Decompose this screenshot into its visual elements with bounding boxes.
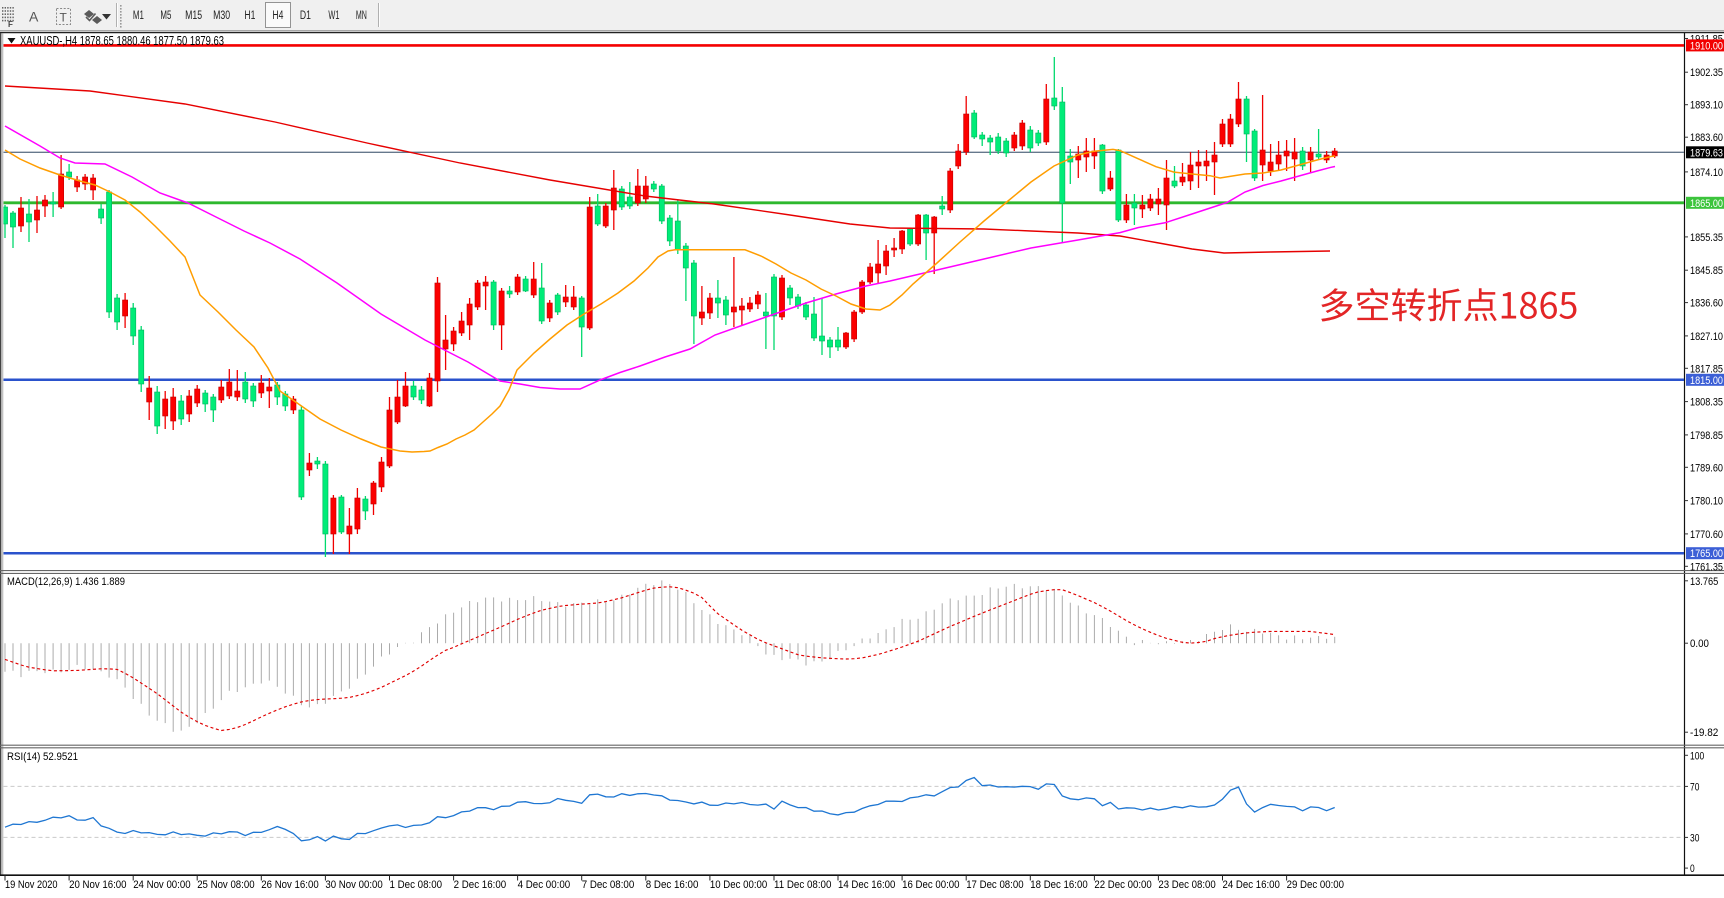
svg-text:1765.00: 1765.00 xyxy=(1690,548,1723,560)
svg-text:26 Nov 16:00: 26 Nov 16:00 xyxy=(261,879,318,891)
svg-text:1910.00: 1910.00 xyxy=(1690,40,1723,52)
svg-text:20 Nov 16:00: 20 Nov 16:00 xyxy=(69,879,126,891)
svg-text:1 Dec 08:00: 1 Dec 08:00 xyxy=(390,879,443,891)
svg-text:1879.63: 1879.63 xyxy=(1690,147,1723,159)
svg-text:1827.10: 1827.10 xyxy=(1690,331,1723,343)
svg-text:F: F xyxy=(8,20,13,29)
svg-text:14 Dec 16:00: 14 Dec 16:00 xyxy=(838,879,895,891)
svg-text:XAUUSD-,H4 1878.65 1880.46 18: XAUUSD-,H4 1878.65 1880.46 1877.50 1879.… xyxy=(20,34,224,48)
svg-text:1780.10: 1780.10 xyxy=(1690,496,1723,508)
svg-text:M30: M30 xyxy=(213,10,230,22)
svg-text:1855.35: 1855.35 xyxy=(1690,232,1723,244)
svg-text:W1: W1 xyxy=(328,10,339,22)
svg-text:10 Dec 00:00: 10 Dec 00:00 xyxy=(710,879,767,891)
svg-text:-19.82: -19.82 xyxy=(1690,727,1718,739)
svg-text:1845.85: 1845.85 xyxy=(1690,265,1723,277)
svg-text:17 Dec 08:00: 17 Dec 08:00 xyxy=(966,879,1023,891)
svg-text:0: 0 xyxy=(1690,863,1695,875)
svg-text:18 Dec 16:00: 18 Dec 16:00 xyxy=(1030,879,1087,891)
svg-text:24 Dec 16:00: 24 Dec 16:00 xyxy=(1223,879,1280,891)
svg-text:D1: D1 xyxy=(300,10,311,22)
svg-text:1836.60: 1836.60 xyxy=(1690,298,1723,310)
svg-text:29 Dec 00:00: 29 Dec 00:00 xyxy=(1287,879,1344,891)
svg-text:1815.00: 1815.00 xyxy=(1690,375,1723,387)
svg-text:MN: MN xyxy=(356,10,367,22)
svg-text:H1: H1 xyxy=(244,10,255,22)
svg-text:1808.35: 1808.35 xyxy=(1690,397,1723,409)
svg-text:A: A xyxy=(29,9,39,25)
svg-text:1761.35: 1761.35 xyxy=(1690,561,1723,573)
svg-text:30 Nov 00:00: 30 Nov 00:00 xyxy=(325,879,382,891)
svg-text:8 Dec 16:00: 8 Dec 16:00 xyxy=(646,879,699,891)
svg-text:H4: H4 xyxy=(272,10,283,22)
svg-text:M1: M1 xyxy=(133,10,144,22)
svg-text:2 Dec 16:00: 2 Dec 16:00 xyxy=(454,879,507,891)
svg-text:M15: M15 xyxy=(185,10,202,22)
svg-text:23 Dec 08:00: 23 Dec 08:00 xyxy=(1158,879,1215,891)
svg-text:19 Nov 2020: 19 Nov 2020 xyxy=(5,879,58,891)
svg-text:4 Dec 00:00: 4 Dec 00:00 xyxy=(518,879,571,891)
svg-text:7 Dec 08:00: 7 Dec 08:00 xyxy=(582,879,635,891)
svg-text:11 Dec 08:00: 11 Dec 08:00 xyxy=(774,879,831,891)
svg-text:24 Nov 00:00: 24 Nov 00:00 xyxy=(133,879,190,891)
svg-text:T: T xyxy=(60,11,68,25)
svg-text:25 Nov 08:00: 25 Nov 08:00 xyxy=(197,879,254,891)
svg-text:70: 70 xyxy=(1690,781,1699,793)
svg-text:22 Dec 00:00: 22 Dec 00:00 xyxy=(1094,879,1151,891)
svg-text:1798.85: 1798.85 xyxy=(1690,430,1723,442)
svg-text:M5: M5 xyxy=(160,10,171,22)
svg-text:100: 100 xyxy=(1690,750,1704,762)
svg-text:13.765: 13.765 xyxy=(1690,576,1718,588)
svg-text:1874.10: 1874.10 xyxy=(1690,167,1723,179)
svg-text:1770.60: 1770.60 xyxy=(1690,529,1723,541)
svg-text:1789.60: 1789.60 xyxy=(1690,462,1723,474)
svg-text:1893.10: 1893.10 xyxy=(1690,100,1723,112)
svg-text:RSI(14) 52.9521: RSI(14) 52.9521 xyxy=(7,751,78,763)
svg-text:1902.35: 1902.35 xyxy=(1690,67,1723,79)
svg-text:1865.00: 1865.00 xyxy=(1690,198,1723,210)
svg-text:MACD(12,26,9) 1.436 1.889: MACD(12,26,9) 1.436 1.889 xyxy=(7,576,125,588)
svg-text:0.00: 0.00 xyxy=(1690,638,1709,650)
svg-text:30: 30 xyxy=(1690,832,1699,844)
svg-text:16 Dec 00:00: 16 Dec 00:00 xyxy=(902,879,959,891)
svg-text:1817.85: 1817.85 xyxy=(1690,363,1723,375)
svg-text:1883.60: 1883.60 xyxy=(1690,132,1723,144)
